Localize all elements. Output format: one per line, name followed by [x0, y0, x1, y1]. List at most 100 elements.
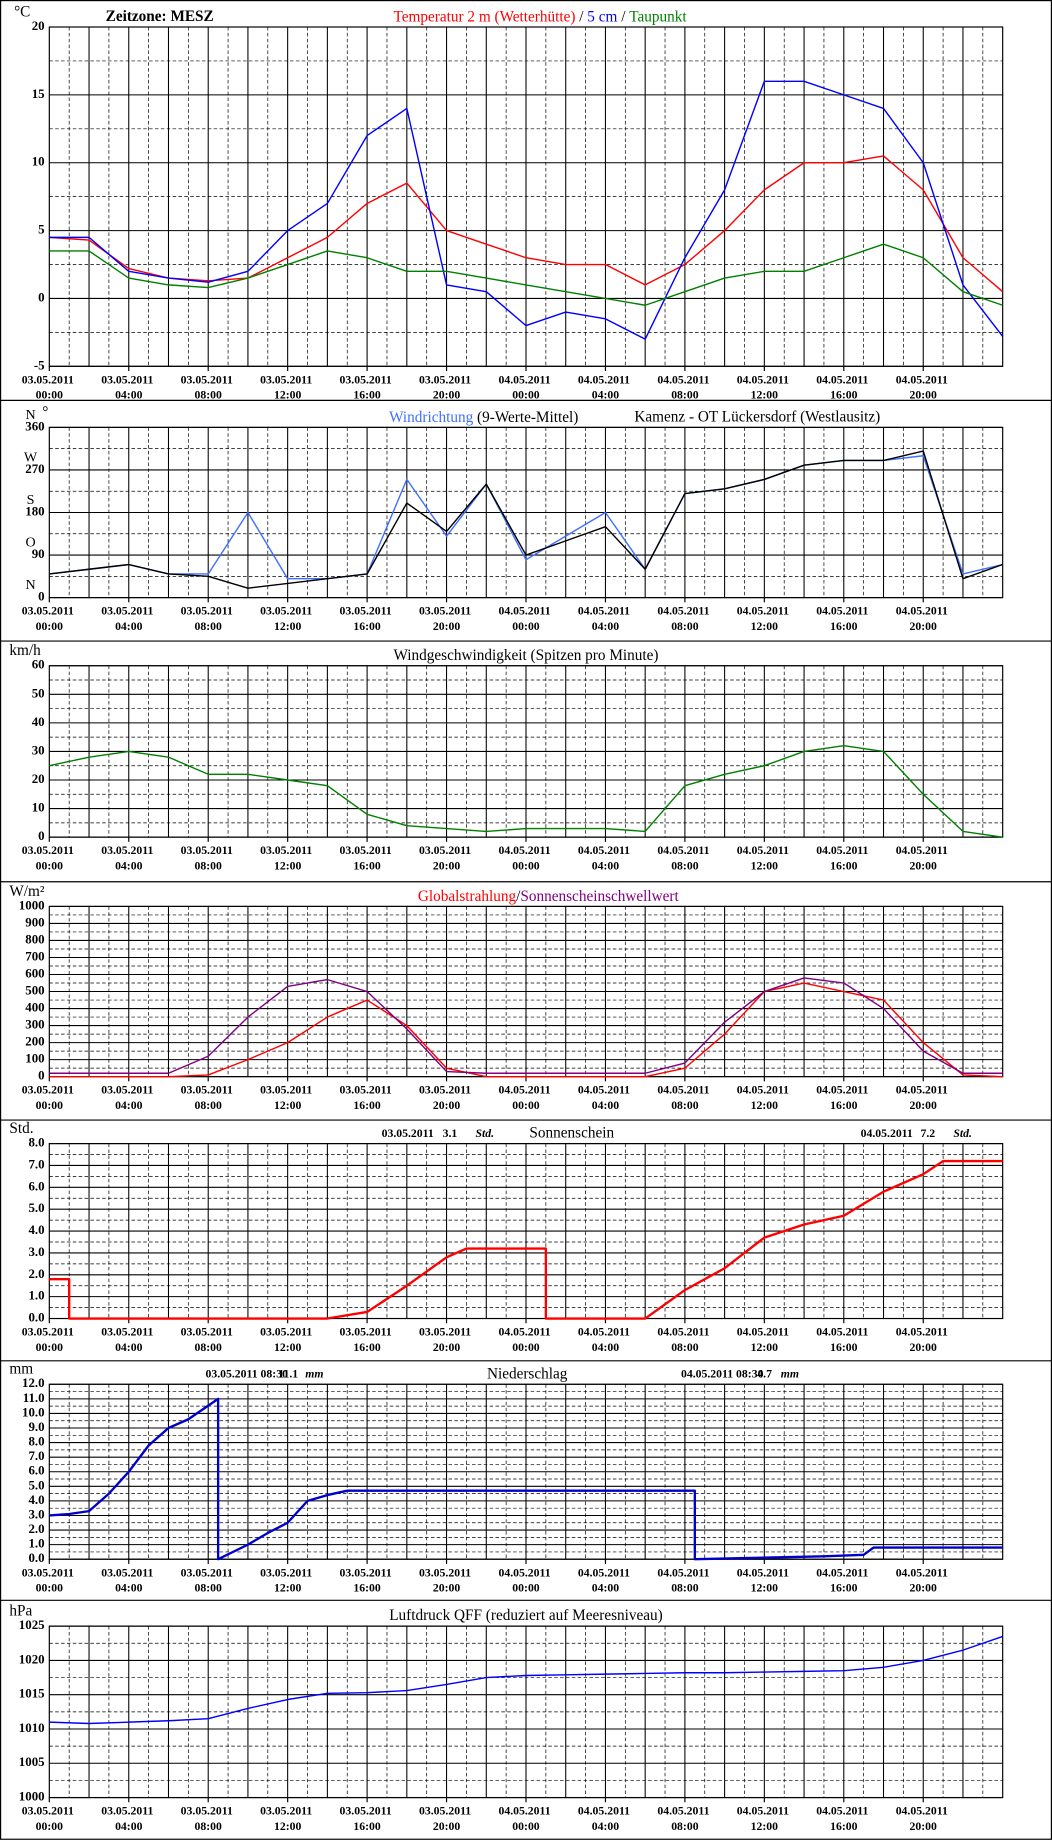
x-tick-label: 03.05.2011 12:00 [260, 373, 315, 401]
y-tick-label: 500 [25, 983, 44, 998]
y-tick-label: 600 [25, 965, 44, 980]
annotation-total: 3.1 [443, 1127, 458, 1140]
x-tick-label: 04.05.2011 08:00 [657, 1566, 712, 1594]
plot-frame [48, 1383, 1004, 1560]
x-tick-label: 03.05.2011 16:00 [340, 1083, 395, 1111]
x-tick-label: 04.05.2011 16:00 [816, 1566, 871, 1594]
y-tick-label: 1.0 [28, 1536, 44, 1551]
chart-title: Windrichtung (9-Werte-Mittel) [389, 408, 578, 425]
y-tick-label: 60 [32, 657, 45, 672]
x-tick-label: 04.05.2011 08:00 [657, 1804, 712, 1832]
x-tick-label: 03.05.2011 20:00 [419, 373, 474, 401]
x-tick-label: 03.05.2011 00:00 [22, 1083, 77, 1111]
compass-label: N [25, 407, 35, 423]
x-tick-label: 03.05.2011 20:00 [419, 1566, 474, 1594]
x-tick-label: 04.05.2011 12:00 [737, 1566, 792, 1594]
y-tick-label: 8.0 [28, 1135, 44, 1150]
y-tick-label: 10 [32, 800, 45, 815]
x-tick-label: 04.05.2011 16:00 [816, 1083, 871, 1111]
x-tick-label: 04.05.2011 12:00 [737, 1804, 792, 1832]
x-tick-label: 03.05.2011 04:00 [101, 844, 156, 872]
x-tick-label: 03.05.2011 00:00 [22, 373, 77, 401]
unit-label: Std. [9, 1120, 33, 1137]
unit-label: °C [14, 3, 30, 20]
unit-label: ° [42, 404, 48, 421]
compass-label: S [27, 492, 35, 508]
y-tick-label: 1000 [19, 1789, 45, 1804]
y-tick-label: 1000 [19, 897, 45, 912]
annotation-total: 11.1 [278, 1368, 298, 1381]
x-tick-label: 03.05.2011 16:00 [340, 604, 395, 632]
legend-entry: Globalstrahlung [418, 888, 517, 905]
x-tick-label: 03.05.2011 16:00 [340, 844, 395, 872]
x-tick-label: 03.05.2011 12:00 [260, 1325, 315, 1353]
y-tick-label: 12.0 [22, 1375, 45, 1390]
x-tick-label: 04.05.2011 08:00 [657, 604, 712, 632]
y-tick-label: 2.0 [28, 1266, 44, 1281]
x-tick-label: 04.05.2011 00:00 [498, 844, 553, 872]
x-tick-label: 03.05.2011 00:00 [22, 1804, 77, 1832]
legend-entry: 5 cm [587, 8, 617, 25]
title-separator: / [516, 888, 521, 905]
annotation-date: 04.05.2011 [861, 1127, 913, 1140]
x-tick-label: 04.05.2011 00:00 [498, 1325, 553, 1353]
y-tick-label: 40 [32, 714, 45, 729]
y-tick-label: 800 [25, 931, 44, 946]
y-tick-label: -5 [34, 357, 45, 372]
plot-frame [48, 426, 1004, 599]
unit-label: W/m² [9, 883, 44, 900]
y-tick-label: 1005 [19, 1754, 45, 1769]
data-line [49, 977, 1003, 1074]
y-tick-label: 4.0 [28, 1492, 44, 1507]
y-tick-label: 1010 [19, 1720, 45, 1735]
y-tick-label: 4.0 [28, 1222, 44, 1237]
y-tick-label: 50 [32, 685, 45, 700]
x-tick-label: 04.05.2011 00:00 [498, 604, 553, 632]
y-tick-label: 2.0 [28, 1521, 44, 1536]
compass-label: W [24, 449, 38, 465]
annotation-total: 7.2 [921, 1127, 936, 1140]
annotation-date: 03.05.2011 08:30 [205, 1368, 288, 1381]
x-tick-label: 03.05.2011 08:00 [181, 373, 236, 401]
x-tick-label: 04.05.2011 00:00 [498, 1083, 553, 1111]
x-tick-label: 04.05.2011 20:00 [896, 844, 951, 872]
y-tick-label: 7.0 [28, 1156, 44, 1171]
y-tick-label: 700 [25, 948, 44, 963]
y-tick-label: 8.0 [28, 1434, 44, 1449]
x-tick-label: 04.05.2011 20:00 [896, 1566, 951, 1594]
legend-entry: Taupunkt [629, 8, 687, 25]
x-tick-label: 04.05.2011 12:00 [737, 1083, 792, 1111]
x-tick-label: 03.05.2011 08:00 [181, 1804, 236, 1832]
x-tick-label: 03.05.2011 20:00 [419, 604, 474, 632]
x-tick-label: 04.05.2011 04:00 [578, 1804, 633, 1832]
x-tick-label: 04.05.2011 08:00 [657, 373, 712, 401]
plot-frame [48, 1625, 1004, 1799]
x-tick-label: 03.05.2011 00:00 [22, 1566, 77, 1594]
x-tick-label: 03.05.2011 16:00 [340, 1804, 395, 1832]
y-tick-label: 90 [32, 546, 45, 561]
x-tick-label: 03.05.2011 12:00 [260, 1083, 315, 1111]
x-tick-label: 03.05.2011 20:00 [419, 844, 474, 872]
x-tick-label: 03.05.2011 08:00 [181, 1566, 236, 1594]
y-tick-label: 3.0 [28, 1244, 44, 1259]
x-tick-label: 03.05.2011 20:00 [419, 1083, 474, 1111]
x-tick-label: 03.05.2011 20:00 [419, 1804, 474, 1832]
y-tick-label: 10 [32, 154, 45, 169]
x-tick-label: 03.05.2011 00:00 [22, 844, 77, 872]
y-tick-label: 9.0 [28, 1419, 44, 1434]
title-separator: / [621, 8, 626, 25]
y-tick-label: 360 [25, 418, 44, 433]
x-tick-label: 03.05.2011 08:00 [181, 844, 236, 872]
y-tick-label: 400 [25, 1000, 44, 1015]
chart-title: Globalstrahlung/Sonnenscheinschwellwert [418, 888, 680, 905]
x-tick-label: 04.05.2011 08:00 [657, 1083, 712, 1111]
y-tick-label: 6.0 [28, 1178, 44, 1193]
y-tick-label: 6.0 [28, 1463, 44, 1478]
x-tick-label: 04.05.2011 04:00 [578, 844, 633, 872]
y-tick-label: 300 [25, 1017, 44, 1032]
chart-title: Niederschlag [487, 1365, 568, 1382]
y-tick-label: 20 [32, 18, 45, 33]
annotation-date: 03.05.2011 [382, 1127, 434, 1140]
y-tick-label: 0 [38, 589, 44, 604]
